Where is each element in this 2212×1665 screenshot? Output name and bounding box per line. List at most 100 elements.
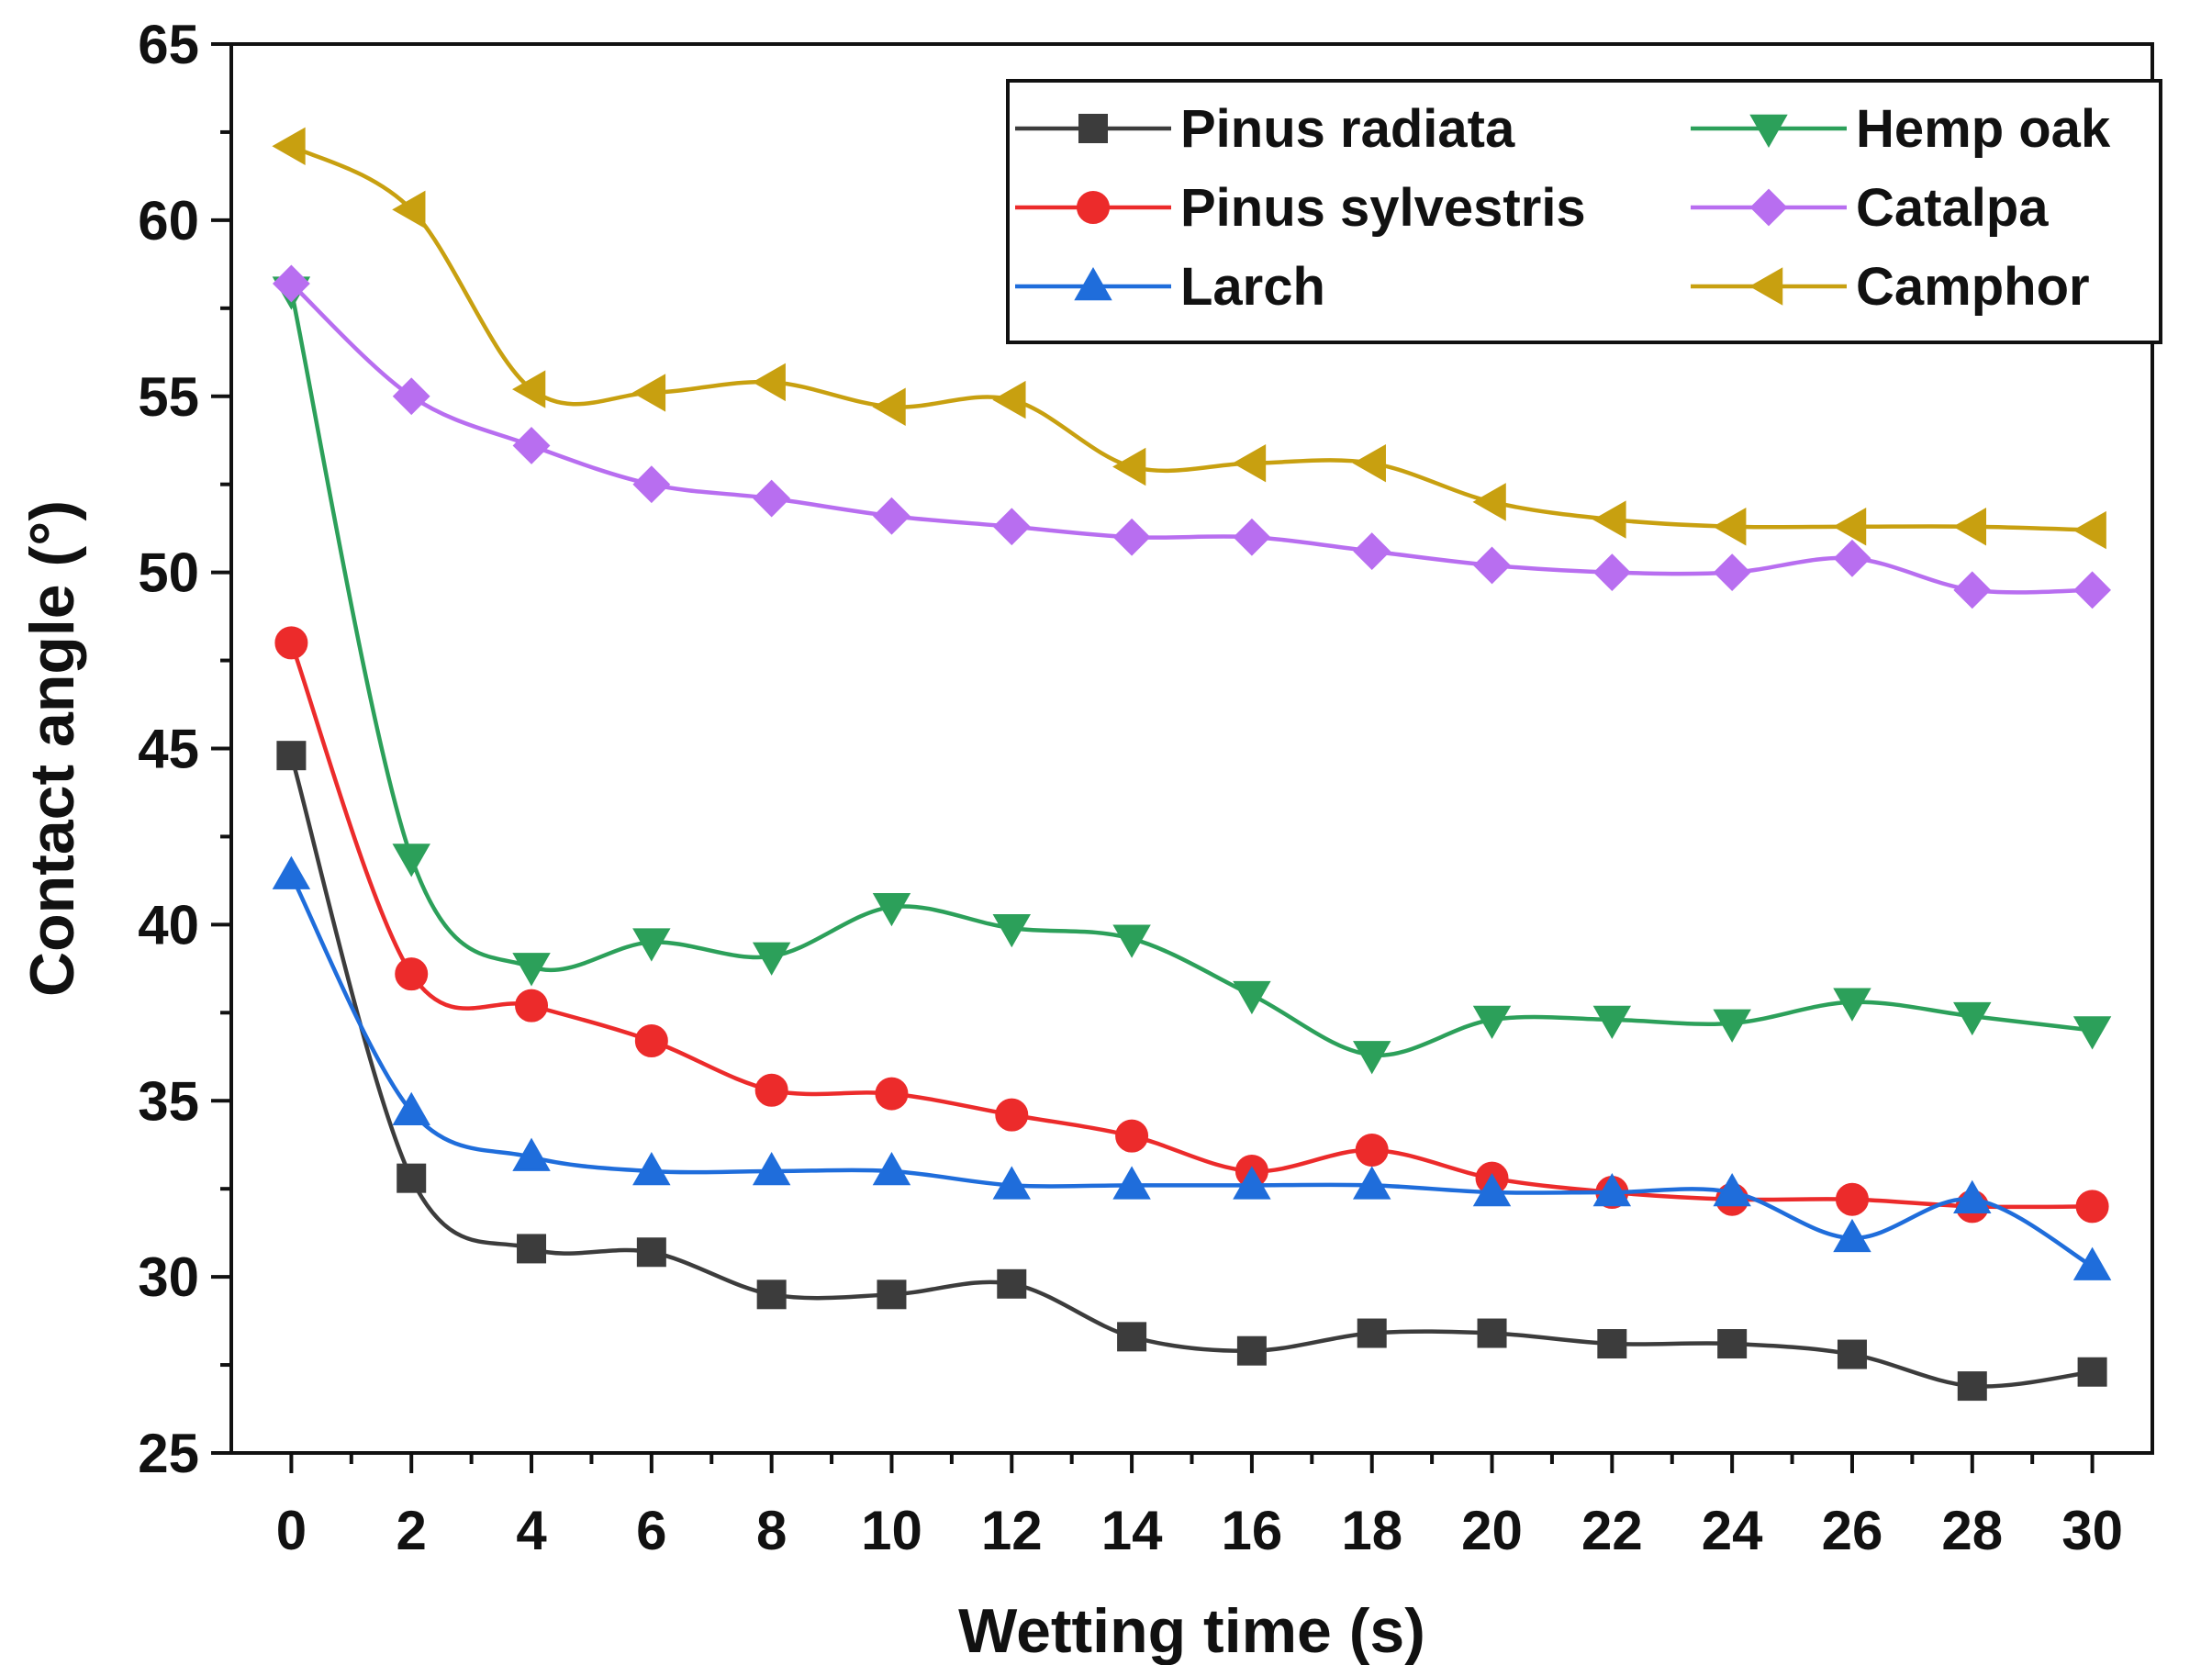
- data-point: [1597, 1329, 1627, 1359]
- legend-label: Camphor: [1856, 257, 2090, 317]
- legend-item: Pinus sylvestris: [1015, 178, 1586, 238]
- data-point: [1232, 443, 1267, 483]
- data-point: [1477, 1318, 1507, 1348]
- x-tick-label: 16: [1222, 1500, 1283, 1561]
- series-camphor: [272, 127, 2106, 550]
- data-point: [1472, 1005, 1512, 1040]
- data-point: [515, 989, 549, 1022]
- y-tick-label: 25: [138, 1423, 199, 1484]
- data-point: [1713, 1173, 1751, 1207]
- data-point: [992, 1166, 1032, 1200]
- data-point: [632, 1151, 671, 1186]
- data-point: [992, 508, 1031, 546]
- data-point: [1953, 1001, 1992, 1036]
- data-point: [1355, 1133, 1389, 1167]
- data-point: [632, 465, 671, 504]
- data-point: [1357, 1318, 1387, 1348]
- legend-marker: [1749, 188, 1788, 227]
- data-point: [1233, 1166, 1271, 1200]
- legend-item: Larch: [1015, 257, 1325, 317]
- data-point: [1117, 1322, 1147, 1352]
- data-point: [1833, 988, 1871, 1022]
- legend-label: Pinus radiata: [1180, 99, 1515, 159]
- legend-item: Catalpa: [1691, 178, 2049, 238]
- series-line: [289, 642, 2093, 1210]
- series-line: [289, 290, 2093, 1057]
- y-tick-label: 30: [138, 1246, 199, 1308]
- data-point: [1473, 546, 1511, 585]
- data-point: [752, 942, 791, 976]
- data-point: [1112, 447, 1146, 486]
- series-line: [289, 282, 2093, 595]
- legend-marker: [1074, 266, 1112, 301]
- x-tick-label: 2: [397, 1500, 427, 1561]
- x-tick-label: 14: [1101, 1500, 1163, 1561]
- data-point: [512, 427, 551, 464]
- data-point: [392, 1091, 430, 1126]
- x-axis-title: Wetting time (s): [958, 1596, 1425, 1665]
- x-tick-label: 26: [1822, 1500, 1883, 1561]
- data-point: [754, 1073, 788, 1107]
- data-point: [392, 844, 430, 877]
- data-point: [274, 626, 308, 660]
- data-point: [1953, 571, 1992, 609]
- data-point: [1472, 483, 1506, 521]
- data-point: [752, 363, 786, 402]
- data-point: [872, 1151, 911, 1186]
- data-point: [1957, 1371, 1987, 1402]
- data-point: [1717, 1329, 1748, 1359]
- legend-item: Hemp oak: [1691, 99, 2111, 159]
- data-point: [2073, 571, 2112, 609]
- data-point: [873, 497, 910, 535]
- series-line: [289, 874, 2094, 1268]
- legend-item: Camphor: [1691, 257, 2090, 317]
- data-point: [392, 190, 426, 229]
- x-tick-label: 24: [1702, 1500, 1763, 1561]
- x-tick-label: 20: [1461, 1500, 1523, 1561]
- data-point: [632, 928, 671, 962]
- data-point: [997, 1268, 1027, 1299]
- data-point: [2072, 1016, 2112, 1050]
- data-point: [272, 127, 306, 166]
- y-tick-label: 65: [138, 14, 199, 75]
- data-point: [397, 1163, 427, 1193]
- data-point: [1833, 539, 1871, 577]
- data-point: [1112, 924, 1151, 958]
- data-point: [875, 1077, 909, 1111]
- data-point: [1592, 1173, 1632, 1207]
- data-point: [2075, 1190, 2109, 1224]
- y-tick-label: 40: [138, 894, 199, 955]
- data-point: [2072, 510, 2106, 550]
- y-tick-label: 50: [138, 542, 199, 604]
- data-point: [636, 1237, 666, 1268]
- data-point: [1236, 1335, 1267, 1366]
- data-point: [276, 741, 307, 771]
- y-tick-label: 45: [138, 719, 199, 780]
- x-tick-label: 30: [2061, 1500, 2123, 1561]
- legend-label: Larch: [1180, 257, 1325, 317]
- data-point: [1233, 518, 1271, 556]
- data-point: [512, 953, 551, 987]
- data-point: [272, 855, 311, 889]
- data-point: [517, 1234, 547, 1264]
- data-point: [1115, 1119, 1149, 1153]
- data-point: [1352, 1166, 1391, 1200]
- data-point: [1952, 508, 1987, 546]
- x-tick-label: 4: [516, 1500, 547, 1561]
- data-point: [1833, 1218, 1871, 1253]
- legend: Pinus radiata Pinus sylvestris Larch Hemp o…: [1006, 79, 2162, 344]
- data-point: [1592, 500, 1626, 539]
- series-line: [290, 144, 2093, 532]
- data-point: [1112, 1166, 1151, 1200]
- data-point: [1353, 532, 1391, 571]
- series-pinus-sylvestris: [274, 626, 2109, 1224]
- legend-label: Catalpa: [1856, 178, 2049, 238]
- data-point: [1233, 980, 1271, 1015]
- data-point: [1352, 1041, 1391, 1075]
- legend-marker: [1077, 191, 1110, 224]
- legend-label: Pinus sylvestris: [1180, 178, 1586, 238]
- data-point: [1592, 1005, 1632, 1040]
- data-point: [1112, 518, 1151, 556]
- y-tick-label: 55: [138, 366, 199, 428]
